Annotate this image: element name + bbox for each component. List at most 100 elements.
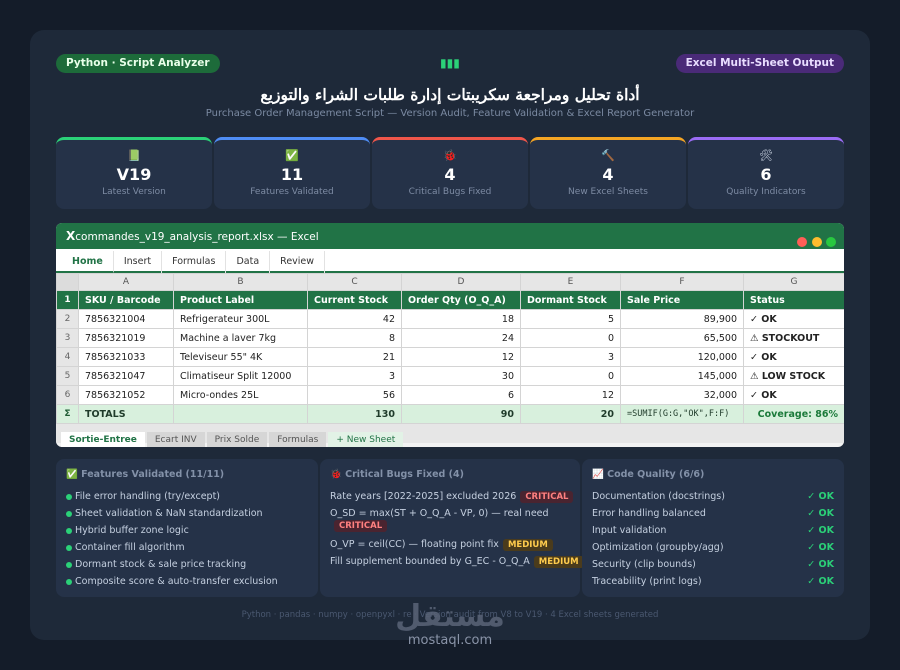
- green-dot-icon: [66, 561, 72, 568]
- label-cell[interactable]: Televiseur 55" 4K: [173, 347, 308, 367]
- coverage-cell[interactable]: Coverage: 86%: [743, 404, 844, 424]
- stock-cell[interactable]: 8: [307, 328, 402, 348]
- stat-value: V19: [116, 165, 152, 184]
- select-all-corner[interactable]: [56, 273, 79, 291]
- total-dormant-cell[interactable]: 20: [520, 404, 621, 424]
- quality-panel-title: 📈 Code Quality (6/6): [592, 469, 705, 480]
- sheet-tab-prix-solde[interactable]: Prix Solde: [206, 432, 268, 447]
- quality-item: Optimization (groupby/agg) ✓ OK: [592, 539, 834, 556]
- column-header[interactable]: G: [743, 273, 844, 291]
- window-controls: [796, 231, 836, 257]
- header-cell[interactable]: Dormant Stock: [520, 290, 621, 310]
- total-qty-cell[interactable]: 90: [401, 404, 521, 424]
- sku-cell[interactable]: 7856321047: [78, 366, 174, 386]
- quality-item: Traceability (print logs) ✓ OK: [592, 573, 834, 590]
- quality-item: Documentation (docstrings) ✓ OK: [592, 488, 834, 505]
- row-number[interactable]: 5: [56, 366, 79, 386]
- column-header[interactable]: C: [307, 273, 402, 291]
- severity-badge: CRITICAL: [520, 491, 574, 503]
- header-cell[interactable]: SKU / Barcode: [78, 290, 174, 310]
- header-cell[interactable]: Product Label: [173, 290, 308, 310]
- stat-label: Quality Indicators: [726, 187, 806, 197]
- sku-cell[interactable]: 7856321004: [78, 309, 174, 329]
- header-cell[interactable]: Current Stock: [307, 290, 402, 310]
- row-number[interactable]: 4: [56, 347, 79, 367]
- mostaql-watermark: مستقل mostaql.com: [0, 600, 900, 648]
- header-cell[interactable]: Order Qty (O_Q_A): [401, 290, 521, 310]
- price-cell[interactable]: 89,900: [620, 309, 744, 329]
- ribbon-tab-data[interactable]: Data: [226, 251, 271, 273]
- price-cell[interactable]: 120,000: [620, 347, 744, 367]
- price-cell[interactable]: 145,000: [620, 366, 744, 386]
- watermark-arabic: مستقل: [395, 599, 505, 634]
- column-header[interactable]: D: [401, 273, 521, 291]
- qty-cell[interactable]: 18: [401, 309, 521, 329]
- close-window-icon[interactable]: [797, 237, 808, 247]
- qty-cell[interactable]: 6: [401, 385, 521, 405]
- maximize-window-icon[interactable]: [826, 237, 836, 247]
- sheet-tab-ecart-inv[interactable]: Ecart INV: [146, 432, 205, 447]
- label-cell[interactable]: Refrigerateur 300L: [173, 309, 308, 329]
- ribbon-tab-insert[interactable]: Insert: [114, 251, 163, 273]
- sheet-tab-sortie-entree[interactable]: Sortie-Entree: [61, 432, 145, 447]
- stock-cell[interactable]: 3: [307, 366, 402, 386]
- status-cell[interactable]: ✓ OK: [743, 309, 844, 329]
- price-cell[interactable]: 65,500: [620, 328, 744, 348]
- column-header[interactable]: A: [78, 273, 174, 291]
- label-cell[interactable]: Machine a laver 7kg: [173, 328, 308, 348]
- quality-item: Input validation ✓ OK: [592, 522, 834, 539]
- total-stock-cell[interactable]: 130: [307, 404, 402, 424]
- ribbon-tab-formulas[interactable]: Formulas: [162, 251, 227, 273]
- status-cell[interactable]: ✓ OK: [743, 347, 844, 367]
- ok-status: ✓ OK: [807, 559, 834, 570]
- ribbon-tab-review[interactable]: Review: [270, 251, 326, 273]
- quality-item: Security (clip bounds) ✓ OK: [592, 556, 834, 573]
- stock-cell[interactable]: 42: [307, 309, 402, 329]
- row-number[interactable]: 3: [56, 328, 79, 348]
- totals-label[interactable]: TOTALS: [78, 404, 174, 424]
- stat-label: New Excel Sheets: [568, 187, 648, 197]
- sku-cell[interactable]: 7856321033: [78, 347, 174, 367]
- row-number[interactable]: 2: [56, 309, 79, 329]
- minimize-window-icon[interactable]: [811, 237, 822, 247]
- ribbon-tab-home[interactable]: Home: [62, 251, 114, 273]
- dormant-cell[interactable]: 0: [520, 328, 621, 348]
- status-cell[interactable]: ✓ OK: [743, 385, 844, 405]
- feature-item: Hybrid buffer zone logic: [66, 522, 308, 539]
- stock-cell[interactable]: 21: [307, 347, 402, 367]
- column-header[interactable]: E: [520, 273, 621, 291]
- row-number[interactable]: 6: [56, 385, 79, 405]
- dormant-cell[interactable]: 3: [520, 347, 621, 367]
- stock-cell[interactable]: 56: [307, 385, 402, 405]
- column-header[interactable]: F: [620, 273, 744, 291]
- feature-item: Composite score & auto-transfer exclusio…: [66, 573, 308, 590]
- dormant-cell[interactable]: 5: [520, 309, 621, 329]
- row-number[interactable]: 1: [56, 290, 79, 310]
- column-header[interactable]: B: [173, 273, 308, 291]
- header-cell[interactable]: Status: [743, 290, 844, 310]
- new-sheet-button[interactable]: + New Sheet: [328, 432, 404, 447]
- green-dot-icon: [66, 527, 72, 534]
- excel-output-badge: Excel Multi-Sheet Output: [675, 54, 844, 73]
- table-row: 6 7856321052 Micro-ondes 25L 56 6 12 32,…: [56, 385, 844, 405]
- watermark-latin: mostaql.com: [407, 633, 493, 648]
- sheet-tab-formulas[interactable]: Formulas: [269, 432, 327, 447]
- excel-logo-icon: X: [66, 229, 76, 243]
- stat-label: Latest Version: [102, 187, 166, 197]
- header-cell[interactable]: Sale Price: [620, 290, 744, 310]
- dormant-cell[interactable]: 0: [520, 366, 621, 386]
- sku-cell[interactable]: 7856321052: [78, 385, 174, 405]
- label-cell[interactable]: Climatiseur Split 12000: [173, 366, 308, 386]
- formula-cell[interactable]: =SUMIF(G:G,"OK",F:F): [620, 404, 744, 424]
- label-cell[interactable]: Micro-ondes 25L: [173, 385, 308, 405]
- bug-item: O_VP = ceil(CC) — floating point fix MEDI…: [330, 536, 570, 553]
- qty-cell[interactable]: 30: [401, 366, 521, 386]
- status-cell[interactable]: ⚠ LOW STOCK: [743, 366, 844, 386]
- totals-empty-cell[interactable]: [173, 404, 308, 424]
- sku-cell[interactable]: 7856321019: [78, 328, 174, 348]
- qty-cell[interactable]: 12: [401, 347, 521, 367]
- price-cell[interactable]: 32,000: [620, 385, 744, 405]
- dormant-cell[interactable]: 12: [520, 385, 621, 405]
- status-cell[interactable]: ⚠ STOCKOUT: [743, 328, 844, 348]
- qty-cell[interactable]: 24: [401, 328, 521, 348]
